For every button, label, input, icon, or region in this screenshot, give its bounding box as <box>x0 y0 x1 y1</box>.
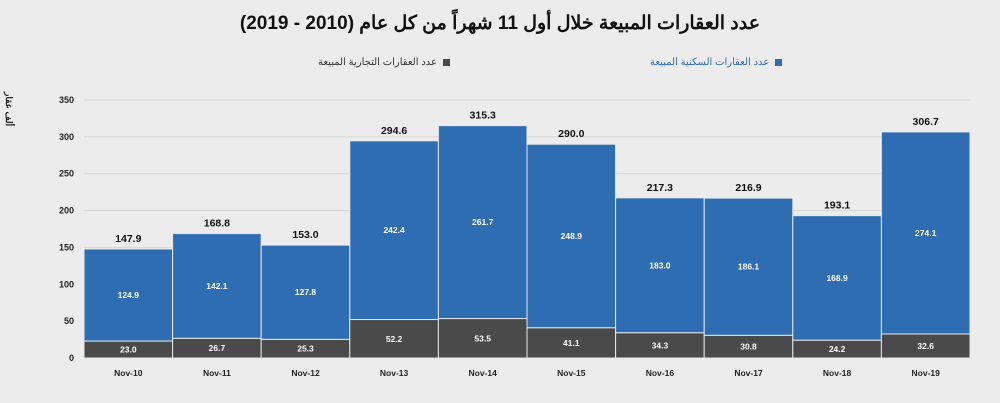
y-tick-label: 350 <box>59 95 74 105</box>
y-axis-label: ألف عقار <box>4 92 14 127</box>
data-label: 24.2 <box>829 344 846 354</box>
bar-residential <box>615 197 705 334</box>
total-label: 217.3 <box>647 182 673 194</box>
data-label: 30.8 <box>740 342 757 352</box>
data-label: 34.3 <box>652 340 669 350</box>
y-tick-label: 250 <box>59 169 74 179</box>
x-tick-label: Nov-11 <box>203 368 231 378</box>
y-tick-label: 300 <box>59 132 74 142</box>
x-tick-label: Nov-19 <box>912 368 941 378</box>
bar-residential <box>526 143 617 329</box>
legend-item-commercial: عدد العقارات التجارية المبيعة <box>318 57 450 68</box>
y-tick-label: 0 <box>69 353 74 363</box>
legend-swatch-commercial <box>442 59 450 66</box>
x-tick-label: Nov-10 <box>114 368 143 378</box>
y-tick-label: 100 <box>59 279 74 289</box>
bar-residential <box>172 233 262 339</box>
legend-item-residential: عدد العقارات السكنية المبيعة <box>650 57 783 68</box>
data-label: 168.9 <box>826 273 848 283</box>
total-label: 168.8 <box>204 218 230 230</box>
x-tick-label: Nov-12 <box>291 368 320 378</box>
data-label: 26.7 <box>209 343 226 353</box>
total-label: 294.6 <box>381 125 407 137</box>
bar-commercial <box>880 333 971 359</box>
data-label: 248.9 <box>561 231 583 241</box>
bar-commercial <box>615 332 705 359</box>
y-tick-label: 150 <box>59 242 74 252</box>
data-label: 186.1 <box>738 262 760 272</box>
total-label: 193.1 <box>824 200 850 212</box>
bar-commercial <box>437 318 528 359</box>
data-label: 124.9 <box>118 290 140 300</box>
data-label: 32.6 <box>917 341 934 351</box>
data-label: 127.8 <box>295 287 317 297</box>
total-label: 153.0 <box>292 229 318 241</box>
total-label: 216.9 <box>735 182 761 194</box>
x-tick-label: Nov-14 <box>469 368 498 378</box>
legend-label-commercial: عدد العقارات التجارية المبيعة <box>318 57 437 68</box>
bar-residential <box>437 125 528 320</box>
data-label: 274.1 <box>915 228 937 238</box>
x-tick-label: Nov-16 <box>646 368 675 378</box>
total-label: 306.7 <box>913 116 939 128</box>
x-tick-label: Nov-18 <box>823 368 852 378</box>
legend-swatch-residential <box>775 59 783 66</box>
chart-title: عدد العقارات المبيعة خلال أول 11 شهراً م… <box>239 13 761 34</box>
data-label: 53.5 <box>474 333 491 343</box>
data-label: 25.3 <box>297 344 314 354</box>
bar-residential <box>83 248 174 342</box>
data-label: 183.0 <box>649 260 671 270</box>
bar-residential <box>880 131 971 335</box>
bar-residential <box>349 140 439 321</box>
data-label: 41.1 <box>563 338 580 348</box>
bar-residential <box>260 244 351 340</box>
total-label: 147.9 <box>115 233 141 245</box>
data-label: 242.4 <box>383 225 405 235</box>
bar-residential <box>703 197 794 336</box>
y-tick-label: 50 <box>64 316 74 326</box>
x-tick-label: Nov-17 <box>734 368 763 378</box>
data-label: 261.7 <box>472 217 494 227</box>
data-label: 23.0 <box>120 345 137 355</box>
x-tick-label: Nov-15 <box>557 368 586 378</box>
legend-label-residential: عدد العقارات السكنية المبيعة <box>650 57 770 68</box>
bar-residential <box>792 215 882 341</box>
total-label: 290.0 <box>558 128 584 140</box>
x-tick-label: Nov-13 <box>380 368 409 378</box>
data-label: 142.1 <box>206 281 228 291</box>
data-label: 52.2 <box>386 334 403 344</box>
total-label: 315.3 <box>470 110 496 122</box>
y-tick-label: 200 <box>59 206 74 216</box>
